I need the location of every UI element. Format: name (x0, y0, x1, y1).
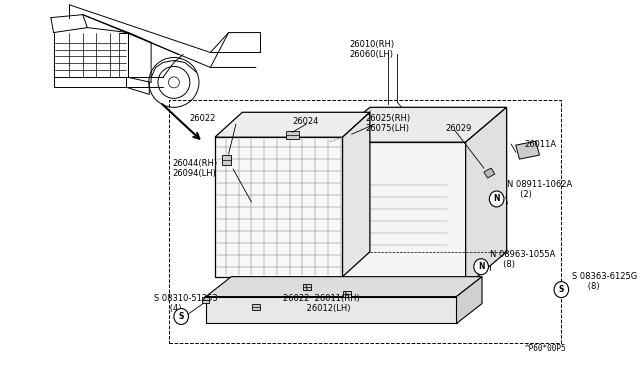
Polygon shape (342, 112, 370, 277)
Text: S 08310-51253: S 08310-51253 (154, 294, 218, 302)
Text: 26094(LH): 26094(LH) (172, 169, 216, 178)
Text: (8): (8) (490, 260, 515, 269)
Text: 26060(LH): 26060(LH) (350, 49, 394, 58)
Text: 26022  26011(RH): 26022 26011(RH) (284, 294, 360, 302)
Polygon shape (202, 296, 209, 302)
Text: 26011A: 26011A (525, 140, 557, 149)
Text: 26012(LH): 26012(LH) (284, 304, 351, 312)
Circle shape (474, 259, 488, 275)
Text: N 08963-1055A: N 08963-1055A (490, 250, 556, 259)
Polygon shape (252, 304, 260, 310)
Circle shape (174, 308, 189, 324)
Circle shape (490, 191, 504, 207)
Text: S: S (559, 285, 564, 294)
Circle shape (224, 157, 230, 163)
Text: S: S (179, 312, 184, 321)
Circle shape (522, 144, 533, 156)
Polygon shape (466, 107, 507, 286)
Polygon shape (215, 112, 370, 137)
Text: 26075(LH): 26075(LH) (365, 124, 410, 133)
Text: S 08363-6125G: S 08363-6125G (572, 272, 637, 281)
Text: N: N (478, 262, 484, 271)
Polygon shape (329, 142, 466, 286)
Circle shape (253, 304, 259, 310)
Text: N 08911-1062A: N 08911-1062A (507, 180, 572, 189)
Text: 26010(RH): 26010(RH) (350, 39, 395, 49)
Circle shape (554, 282, 568, 298)
Polygon shape (222, 155, 231, 165)
Text: 26024: 26024 (292, 117, 319, 126)
Text: (2): (2) (507, 190, 531, 199)
Text: (8): (8) (572, 282, 600, 291)
Polygon shape (484, 168, 495, 178)
Polygon shape (303, 283, 310, 290)
Circle shape (290, 132, 295, 138)
Text: (4): (4) (154, 304, 181, 312)
Polygon shape (286, 131, 299, 139)
Text: 26029: 26029 (445, 124, 472, 133)
Text: N: N (493, 195, 500, 203)
Polygon shape (516, 141, 540, 159)
Circle shape (344, 291, 350, 296)
Circle shape (304, 283, 310, 290)
Text: 26025(RH): 26025(RH) (365, 114, 410, 123)
Polygon shape (456, 277, 482, 324)
Polygon shape (206, 277, 482, 296)
Polygon shape (215, 137, 342, 277)
Text: 26022: 26022 (189, 114, 216, 123)
Text: ^P60*00P5: ^P60*00P5 (524, 344, 566, 353)
Polygon shape (329, 107, 507, 142)
Polygon shape (206, 296, 456, 324)
Text: 26044(RH): 26044(RH) (172, 159, 217, 168)
Polygon shape (344, 291, 351, 296)
Circle shape (203, 296, 209, 302)
